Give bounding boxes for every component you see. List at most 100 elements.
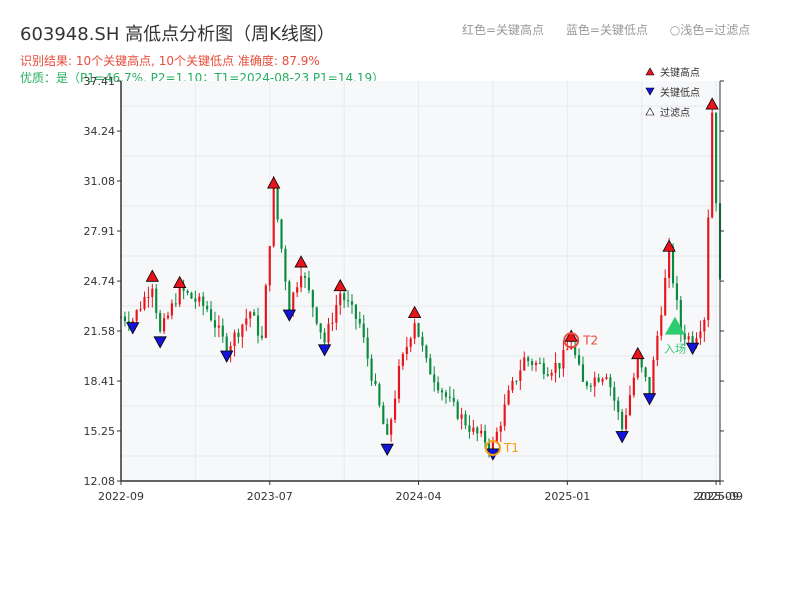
candle-body: [307, 277, 310, 291]
candle-body: [679, 300, 682, 334]
candle-body: [178, 284, 181, 305]
candle-body: [362, 323, 365, 338]
result-summary: 识别结果: 10个关键高点, 10个关键低点 准确度: 87.9%: [20, 54, 320, 68]
x-tick-label: 2025-01: [544, 490, 590, 503]
candle-body: [354, 304, 357, 319]
candle-body: [554, 362, 557, 373]
candle-body: [155, 288, 158, 313]
candle-body: [699, 331, 702, 339]
candle-body: [715, 112, 718, 204]
x-tick-label: 2022-09: [98, 490, 144, 503]
candle-body: [558, 362, 561, 369]
candle-body: [546, 374, 549, 376]
candle-body: [374, 380, 377, 385]
candle-body: [143, 296, 146, 309]
candle-body: [440, 390, 444, 393]
candle-body: [519, 370, 522, 381]
candle-body: [268, 246, 271, 286]
axes: 12.08 15.25 18.41 21.58 24.74 27.91 31.08 34.24…: [84, 75, 743, 503]
candle-body: [609, 377, 612, 388]
candle-body: [703, 320, 706, 332]
candle-body: [531, 361, 534, 365]
key-low-marker: [317, 344, 332, 357]
y-tick-label: 37.41: [84, 75, 116, 88]
candle-body: [147, 296, 150, 298]
candle-body: [206, 305, 209, 310]
candle-body: [632, 377, 635, 396]
candle-body: [507, 390, 510, 405]
x-tick-label: 2025-09: [697, 490, 743, 503]
candle-body: [480, 430, 483, 434]
candle-body: [562, 349, 565, 369]
candle-body: [386, 424, 389, 435]
x-tick-label: 2023-07: [247, 490, 293, 503]
y-tick-label: 18.41: [84, 375, 116, 388]
candle-body: [296, 287, 299, 293]
candle-body: [515, 380, 518, 382]
candle-body: [523, 357, 526, 371]
x-tick-label: 2025-09: [693, 490, 739, 503]
chart-title: 603948.SH 高低点分析图（周K线图）: [20, 24, 335, 45]
candle-body: [217, 325, 220, 328]
key-high-marker: [145, 269, 159, 282]
color-key-blue: 蓝色=关键低点: [565, 23, 648, 37]
candle-body: [370, 358, 373, 381]
legend-low-label: 关键低点: [660, 86, 700, 99]
key-high-marker: [564, 329, 578, 342]
y-tick-label: 12.08: [84, 475, 116, 488]
candle-body: [425, 345, 428, 359]
candle-body: [256, 315, 260, 336]
candle-body: [421, 336, 424, 346]
candle-body: [534, 362, 538, 365]
color-key-red: 红色=关键高点: [462, 23, 545, 37]
candle-body: [264, 285, 267, 338]
candle-body: [174, 303, 177, 305]
candle-body: [687, 336, 690, 340]
candle-body: [186, 290, 189, 293]
candle-body: [241, 324, 244, 337]
candle-body: [589, 385, 592, 387]
candle-body: [671, 246, 675, 284]
candle-body: [303, 276, 307, 278]
candle-body: [417, 323, 420, 337]
candle-body: [597, 377, 600, 382]
key-high-marker: [267, 176, 281, 189]
candle-body: [194, 298, 197, 302]
candle-body: [323, 332, 326, 343]
candle-body: [495, 431, 498, 443]
color-key-light: ○浅色=过滤点: [669, 23, 751, 37]
candle-body: [339, 293, 342, 306]
candle-body: [503, 404, 506, 426]
candle-body: [581, 364, 585, 382]
x-tick-label: 2024-04: [396, 490, 442, 503]
t2-circle: [563, 332, 580, 349]
candle-body: [566, 349, 569, 351]
candle-body: [123, 316, 126, 322]
candle-body: [460, 414, 463, 419]
candle-body: [343, 293, 346, 301]
candle-body: [245, 318, 248, 325]
candle-body: [229, 346, 232, 355]
candle-body: [233, 332, 236, 347]
candle-body: [464, 414, 467, 426]
candle-body: [413, 323, 416, 339]
candle-body: [409, 338, 412, 347]
key-low-marker: [615, 431, 629, 444]
candle-body: [198, 296, 201, 302]
candle-body: [221, 325, 224, 337]
candle-body: [624, 415, 628, 430]
key-low-marker: [153, 336, 167, 349]
candle-body: [249, 312, 252, 319]
candle-body: [159, 312, 162, 332]
candle-body: [405, 346, 408, 355]
key-high-marker: [662, 239, 676, 252]
candle-body: [668, 246, 671, 278]
candle-body: [139, 308, 142, 311]
candle-body: [311, 290, 314, 308]
candle-body: [202, 296, 205, 306]
candle-body: [574, 346, 577, 356]
candle-body: [695, 338, 698, 346]
key-high-marker: [407, 305, 422, 319]
candle-body: [527, 357, 530, 362]
candle-body: [707, 217, 710, 321]
